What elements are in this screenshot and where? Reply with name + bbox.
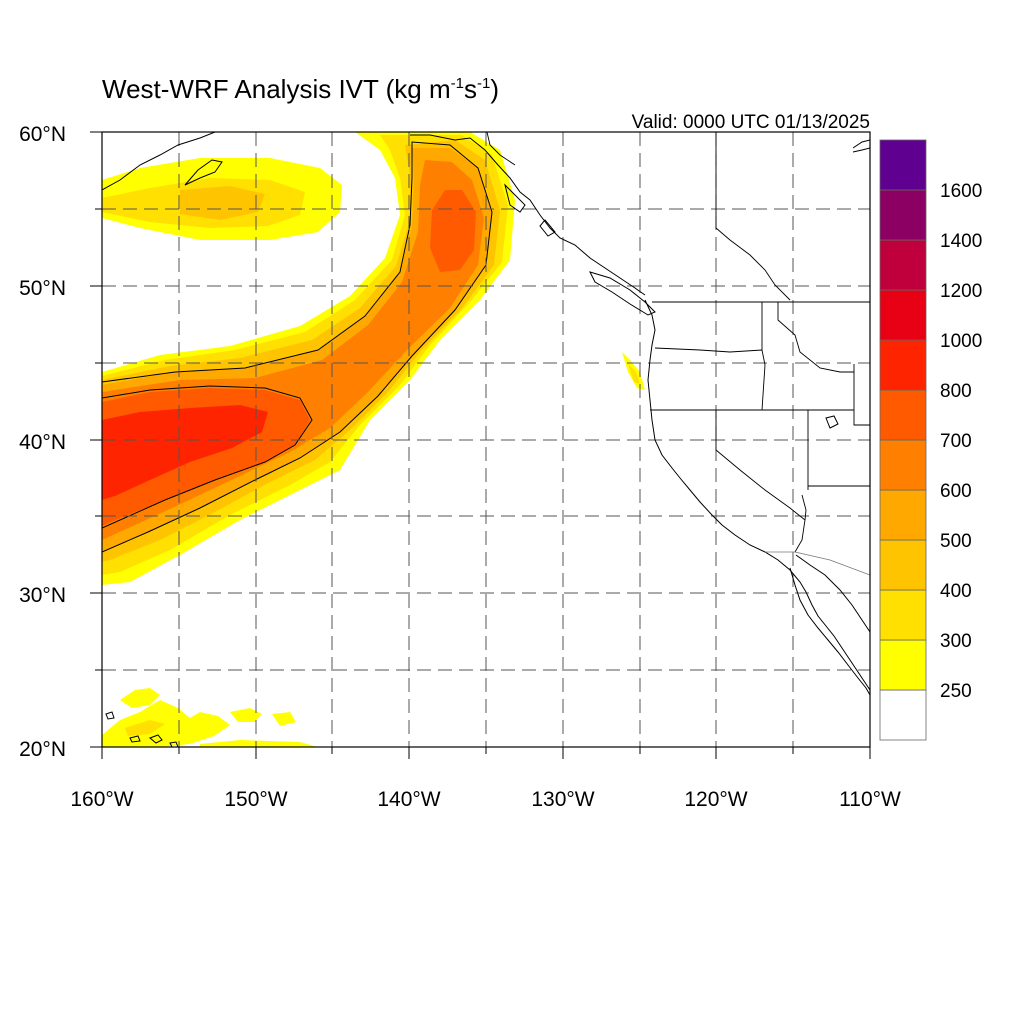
colorbar-label-1400: 1400 — [940, 231, 982, 252]
valid-time: Valid: 0000 UTC 01/13/2025 — [632, 112, 870, 133]
x-tick-160w: 160°W — [70, 788, 133, 811]
colorbar-label-700: 700 — [940, 431, 972, 452]
y-tick-50: 50°N — [19, 277, 66, 300]
colorbar-swatch-5 — [879, 439, 927, 491]
gridlines — [102, 132, 870, 747]
x-tick-150w: 150°W — [224, 788, 287, 811]
island-hawaii-1 — [105, 711, 115, 720]
colorbar-label-1200: 1200 — [940, 281, 982, 302]
ivt-contour-750 — [102, 385, 313, 529]
colorbar-swatch-11 — [879, 139, 927, 191]
border-wa-or — [654, 347, 766, 366]
ivt-patch-hawaii-4 — [272, 712, 296, 726]
ivt-band-north-core — [180, 186, 265, 220]
ivt-patch-hawaii-6 — [125, 720, 165, 736]
axis-ticks — [90, 131, 871, 759]
x-tick-130w: 130°W — [531, 788, 594, 811]
y-tick-labels: 20°N 30°N 40°N 50°N 60°N — [19, 123, 66, 761]
x-tick-120w: 120°W — [684, 788, 747, 811]
border-us-mexico — [765, 551, 870, 576]
ivt-fill-layer — [102, 132, 645, 747]
coastline-bc — [410, 134, 646, 296]
ivt-patch-hawaii-2 — [120, 688, 160, 708]
colorbar-swatch-9 — [879, 239, 927, 291]
colorbar-label-600: 600 — [940, 481, 972, 502]
coastline-alaska — [102, 132, 216, 191]
ivt-region-700b — [430, 190, 476, 272]
y-tick-30: 30°N — [19, 584, 66, 607]
colorbar-swatch-8 — [879, 289, 927, 341]
x-tick-110w: 110°W — [839, 788, 901, 811]
y-tick-40: 40°N — [19, 431, 66, 454]
ivt-patch-hawaii-5 — [200, 740, 318, 747]
colorbar-label-250: 250 — [940, 681, 972, 702]
ivt-patch-hawaii-1 — [102, 700, 230, 747]
colorbar-swatch-7 — [879, 339, 927, 391]
colorbar-swatch-10 — [879, 189, 927, 241]
y-tick-60: 60°N — [19, 123, 66, 146]
colorbar: 250 300 400 500 600 700 800 1000 1200 1400 1600 — [879, 139, 982, 741]
colorbar-swatch-2 — [879, 589, 927, 641]
colorbar-label-1000: 1000 — [940, 331, 982, 352]
colorbar-label-800: 800 — [940, 381, 972, 402]
colorbar-swatch-6 — [879, 389, 927, 441]
y-tick-20: 20°N — [19, 738, 66, 761]
colorbar-swatch-4 — [879, 489, 927, 541]
x-tick-labels: 160°W 150°W 140°W 130°W 120°W 110°W — [70, 788, 901, 811]
coastline-baja — [789, 567, 870, 696]
colorbar-swatch-3 — [879, 539, 927, 591]
ivt-contour-lines — [102, 141, 493, 553]
political-borders — [486, 132, 870, 576]
coastlines — [102, 132, 870, 747]
colorbar-swatch-1 — [879, 639, 927, 691]
ivt-patch-hawaii-3 — [230, 708, 262, 722]
ivt-contour-500 — [102, 141, 493, 553]
border-ca-nv — [715, 410, 806, 521]
colorbar-label-500: 500 — [940, 531, 972, 552]
colorbar-label-400: 400 — [940, 581, 972, 602]
coastline-us-west — [644, 299, 870, 691]
map-title: West-WRF Analysis IVT (kg m-1s-1) — [102, 74, 499, 104]
colorbar-label-300: 300 — [940, 631, 972, 652]
colorbar-swatch-0 — [879, 689, 927, 741]
ivt-coast-sliver-core — [628, 364, 640, 384]
ivt-region-800 — [102, 405, 268, 500]
colorbar-label-1600: 1600 — [940, 181, 982, 202]
x-tick-140w: 140°W — [377, 788, 440, 811]
